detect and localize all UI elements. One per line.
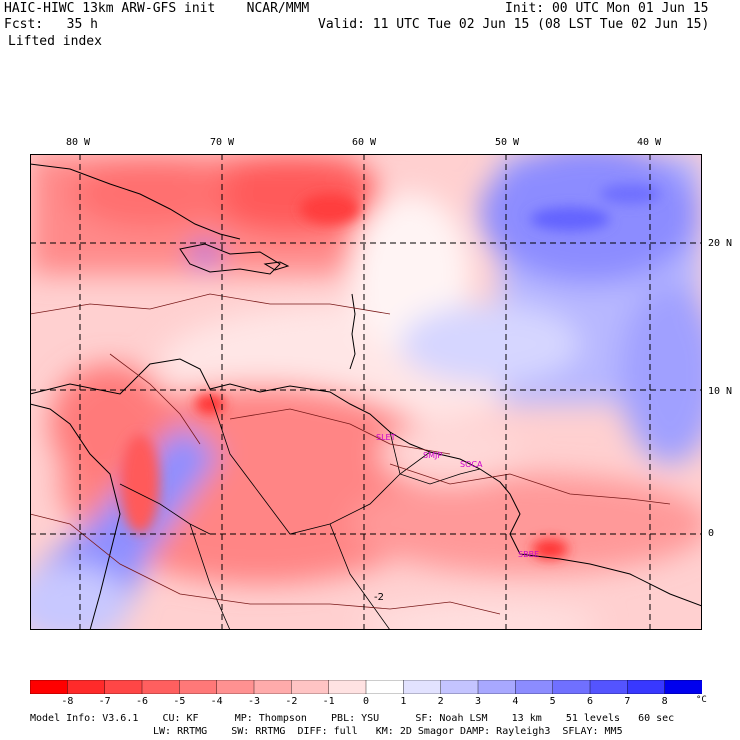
- colorbar-tick-label: 5: [549, 696, 556, 707]
- forecast-hour: Fcst: 35 h: [4, 17, 98, 32]
- south-america-coast: [30, 358, 702, 607]
- model-info-line2: LW: RRTMG SW: RRTMG DIFF: full KM: 2D Sm…: [153, 726, 623, 737]
- cuba-coast: [30, 163, 241, 240]
- valid-time: Valid: 11 UTC Tue 02 Jun 15 (08 LST Tue …: [318, 17, 710, 32]
- map-frame: [30, 154, 702, 630]
- colorbar-swatch: [365, 680, 405, 694]
- colorbar-tick-label: 2: [437, 696, 444, 707]
- colorbar-unit: °C: [696, 695, 707, 705]
- colorbar-swatch: [403, 680, 442, 694]
- lon-label-70w: 70 W: [210, 137, 235, 148]
- colorbar-tick-label: 7: [624, 696, 631, 707]
- lon-label-60w: 60 W: [352, 137, 377, 148]
- colorbar-swatch: [179, 680, 218, 694]
- colorbar-tick-label: -4: [210, 696, 223, 707]
- colorbar-swatch: [552, 680, 591, 694]
- colorbar-swatch: [664, 680, 702, 694]
- colorbar-tick-label: -7: [98, 696, 111, 707]
- colorbar-tick-label: 6: [587, 696, 594, 707]
- lon-label-40w: 40 W: [637, 137, 662, 148]
- colorbar: [30, 680, 702, 694]
- init-time: Init: 00 UTC Mon 01 Jun 15: [505, 1, 709, 16]
- colorbar-tick-label: -3: [248, 696, 261, 707]
- colorbar-swatch: [30, 680, 69, 694]
- colorbar-tick-label: -8: [61, 696, 74, 707]
- colorbar-swatch: [216, 680, 255, 694]
- hispaniola-coast: [179, 243, 281, 275]
- colorbar-swatch: [627, 680, 666, 694]
- colorbar-tick-label: -6: [136, 696, 149, 707]
- colorbar-tick-label: -2: [285, 696, 298, 707]
- field-name: Lifted index: [8, 34, 102, 49]
- lon-label-80w: 80 W: [66, 137, 91, 148]
- colorbar-tick-label: 1: [400, 696, 407, 707]
- colorbar-tick-label: 3: [475, 696, 482, 707]
- colorbar-swatch: [253, 680, 293, 694]
- model-info-line1: Model Info: V3.6.1 CU: KF MP: Thompson P…: [30, 713, 675, 724]
- site-label-smjp: SMJP: [423, 451, 442, 460]
- contour-label: -2: [374, 592, 384, 603]
- site-label-soca: SOCA: [460, 460, 483, 469]
- colorbar-swatch: [477, 680, 517, 694]
- plot-title: HAIC-HIWC 13km ARW-GFS init NCAR/MMM: [4, 1, 310, 16]
- colorbar-swatch: [328, 680, 367, 694]
- lifted-index-map: SLET SMJP SOCA SBBE -2: [30, 154, 702, 630]
- colorbar-swatch: [291, 680, 330, 694]
- colorbar-tick-label: -5: [173, 696, 186, 707]
- contour-lines: [30, 293, 671, 615]
- colorbar-swatch: [440, 680, 479, 694]
- colorbar-tick-label: 8: [661, 696, 668, 707]
- colorbar-tick-label: -1: [322, 696, 335, 707]
- site-label-sbbe: SBBE: [518, 550, 539, 559]
- puerto-rico-coast: [263, 261, 290, 271]
- colorbar-swatch: [104, 680, 143, 694]
- coastlines: [30, 163, 702, 630]
- colorbar-tick-label: 4: [512, 696, 519, 707]
- graticule: [30, 154, 702, 630]
- colorbar-swatch: [67, 680, 106, 694]
- colorbar-swatch: [141, 680, 181, 694]
- colorbar-ticks: -8 -7 -6 -5 -4 -3 -2 -1 0 1 2 3 4 5 6 7 8: [30, 696, 702, 708]
- colorbar-swatch: [589, 680, 629, 694]
- country-borders: [119, 393, 481, 630]
- lat-label-0: 0: [708, 528, 715, 539]
- pacific-coast: [30, 403, 121, 630]
- field-detail: [120, 184, 660, 559]
- lon-label-50w: 50 W: [495, 137, 520, 148]
- lat-label-20n: 20 N: [708, 238, 733, 249]
- colorbar-swatch: [515, 680, 554, 694]
- colorbar-tick-label: 0: [363, 696, 370, 707]
- site-label-slet: SLET: [376, 433, 396, 442]
- lat-label-10n: 10 N: [708, 386, 733, 397]
- lesser-antilles: [349, 293, 356, 370]
